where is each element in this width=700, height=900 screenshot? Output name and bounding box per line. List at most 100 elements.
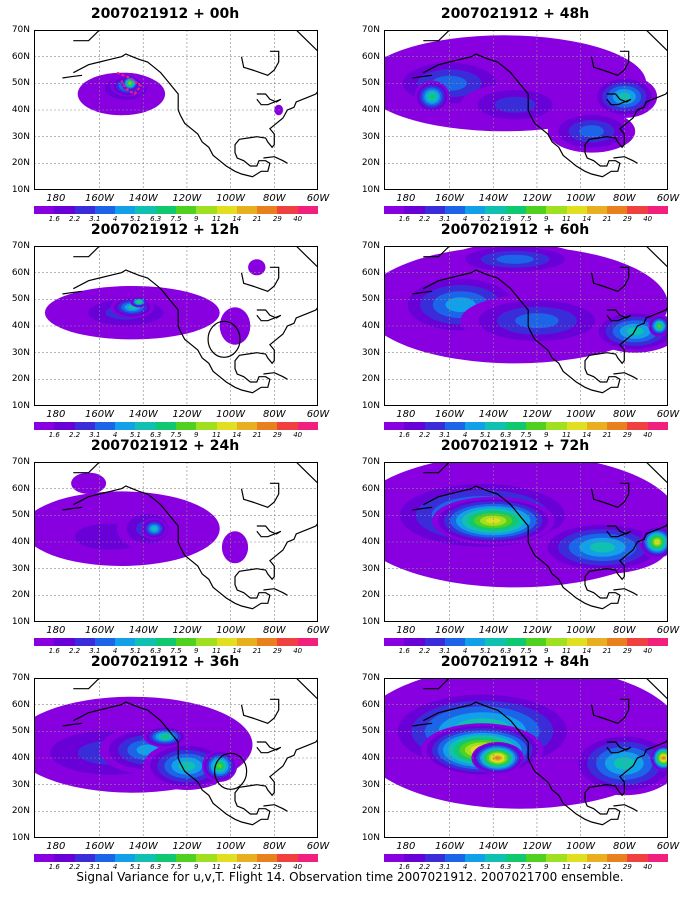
colorbar-label: 7.5 <box>520 431 532 439</box>
coastline <box>240 482 280 508</box>
colorbar-labels: 1.6 2.2 3.1 4 5.1 6.3 7.5 9 11 14 21 29 40 <box>384 215 668 225</box>
variance-contour <box>626 327 644 336</box>
variance-contour <box>161 734 169 739</box>
colorbar-label: 11 <box>562 863 571 871</box>
colorbar-label: 11 <box>562 215 571 223</box>
colorbar-label: 21 <box>602 647 612 655</box>
variance-contour <box>217 763 223 769</box>
lat-tick-label: 40N <box>361 537 380 547</box>
coastline <box>423 462 450 474</box>
coastline <box>295 678 318 700</box>
colorbar-label: 4 <box>112 863 118 871</box>
lat-tick-label: 50N <box>361 294 380 305</box>
colorbar-label: 4 <box>462 863 468 871</box>
colorbar-label: 9 <box>544 647 549 655</box>
colorbar-label: 21 <box>252 431 262 439</box>
lat-tick-label: 20N <box>11 590 30 601</box>
colorbar-swatch <box>525 422 547 430</box>
lat-tick-label: 60N <box>361 699 380 710</box>
coastline <box>256 93 282 106</box>
coastline <box>423 53 668 178</box>
lon-tick-label: 180 <box>396 841 416 852</box>
colorbar-label: 4 <box>112 431 118 439</box>
colorbar <box>384 854 668 862</box>
coastline <box>423 269 668 394</box>
coastline <box>73 678 100 690</box>
coastline <box>256 741 282 754</box>
lon-tick-label: 100W <box>566 409 596 420</box>
variance-contour <box>579 125 604 138</box>
colorbar-label: 21 <box>252 215 262 223</box>
lon-tick-label: 160W <box>435 409 465 420</box>
lat-tick-label: 10N <box>361 401 380 411</box>
colorbar-label: 1.6 <box>48 215 60 223</box>
colorbar-label: 2.2 <box>68 431 81 439</box>
colorbar-label: 5.1 <box>129 431 141 439</box>
colorbar-label: 2.2 <box>418 215 431 223</box>
colorbar-swatch <box>74 422 95 430</box>
lon-tick-label: 60W <box>656 409 680 420</box>
lat-tick-label: 40N <box>361 321 380 331</box>
colorbar <box>34 422 318 430</box>
coastline <box>62 722 83 727</box>
lat-tick-label: 40N <box>361 105 380 115</box>
colorbar-label: 29 <box>622 647 632 655</box>
coastline <box>606 741 632 754</box>
colorbar-labels: 1.6 2.2 3.1 4 5.1 6.3 7.5 9 11 14 21 29 40 <box>384 647 668 657</box>
coastline <box>613 804 638 812</box>
colorbar-swatch <box>404 854 425 862</box>
variance-contour <box>589 542 616 553</box>
lat-tick-label: 50N <box>11 294 30 305</box>
colorbar-label: 6.3 <box>500 863 512 871</box>
lon-tick-label: 160W <box>85 841 115 852</box>
variance-contour <box>618 92 631 101</box>
colorbar-label: 14 <box>582 215 592 223</box>
lon-tick-label: 160W <box>85 409 115 420</box>
coastline <box>73 30 100 42</box>
lon-tick-label: 80W <box>612 841 636 852</box>
colorbar-swatch <box>277 422 298 430</box>
lon-tick-label: 80W <box>612 625 636 636</box>
lat-tick-label: 50N <box>361 78 380 89</box>
colorbar-swatch <box>566 638 587 646</box>
colorbar-swatch <box>74 206 95 214</box>
lon-tick-label: 160W <box>85 193 115 204</box>
colorbar-label: 7.5 <box>520 647 532 655</box>
lon-tick-label: 80W <box>262 625 286 636</box>
colorbar-label: 1.6 <box>398 215 410 223</box>
colorbar-label: 1.6 <box>398 647 410 655</box>
colorbar-swatch <box>546 638 567 646</box>
colorbar-swatch <box>257 206 278 214</box>
colorbar-label: 5.1 <box>479 431 491 439</box>
colorbar-label: 6.3 <box>150 863 162 871</box>
colorbar-swatch <box>115 422 136 430</box>
colorbar-swatch <box>627 422 648 430</box>
colorbar-swatch <box>424 854 445 862</box>
panel-title: 2007021912 + 60h <box>440 222 590 238</box>
variance-contour <box>496 254 534 264</box>
colorbar-swatch <box>525 206 547 214</box>
map-panel-p36: 2007021912 + 36h 70N 60N 50N 40N 30N 20N 10N 180… <box>0 654 330 874</box>
colorbar-label: 9 <box>194 431 199 439</box>
colorbar-label: 1.6 <box>48 431 60 439</box>
lon-tick-label: 180 <box>396 409 416 420</box>
colorbar-swatch <box>54 206 75 214</box>
colorbar-swatch <box>607 422 628 430</box>
coastline <box>240 50 280 76</box>
colorbar-swatch <box>34 854 55 862</box>
lat-tick-label: 10N <box>361 833 380 843</box>
panel-title: 2007021912 + 24h <box>90 438 240 454</box>
lon-axis-labels: 180 160W 140W 120W 100W 80W 60W <box>34 409 329 421</box>
coastline <box>62 506 83 511</box>
colorbar-label: 7.5 <box>520 863 532 871</box>
panel-title: 2007021912 + 48h <box>440 6 590 22</box>
colorbar-swatch <box>236 422 258 430</box>
colorbar-swatch <box>135 854 156 862</box>
colorbar-swatch <box>135 638 156 646</box>
colorbar-swatch <box>384 854 405 862</box>
colorbar-label: 14 <box>582 431 592 439</box>
colorbar-swatch <box>94 638 116 646</box>
coastline <box>73 701 318 826</box>
lat-tick-label: 50N <box>11 510 30 521</box>
coastline <box>263 588 288 596</box>
